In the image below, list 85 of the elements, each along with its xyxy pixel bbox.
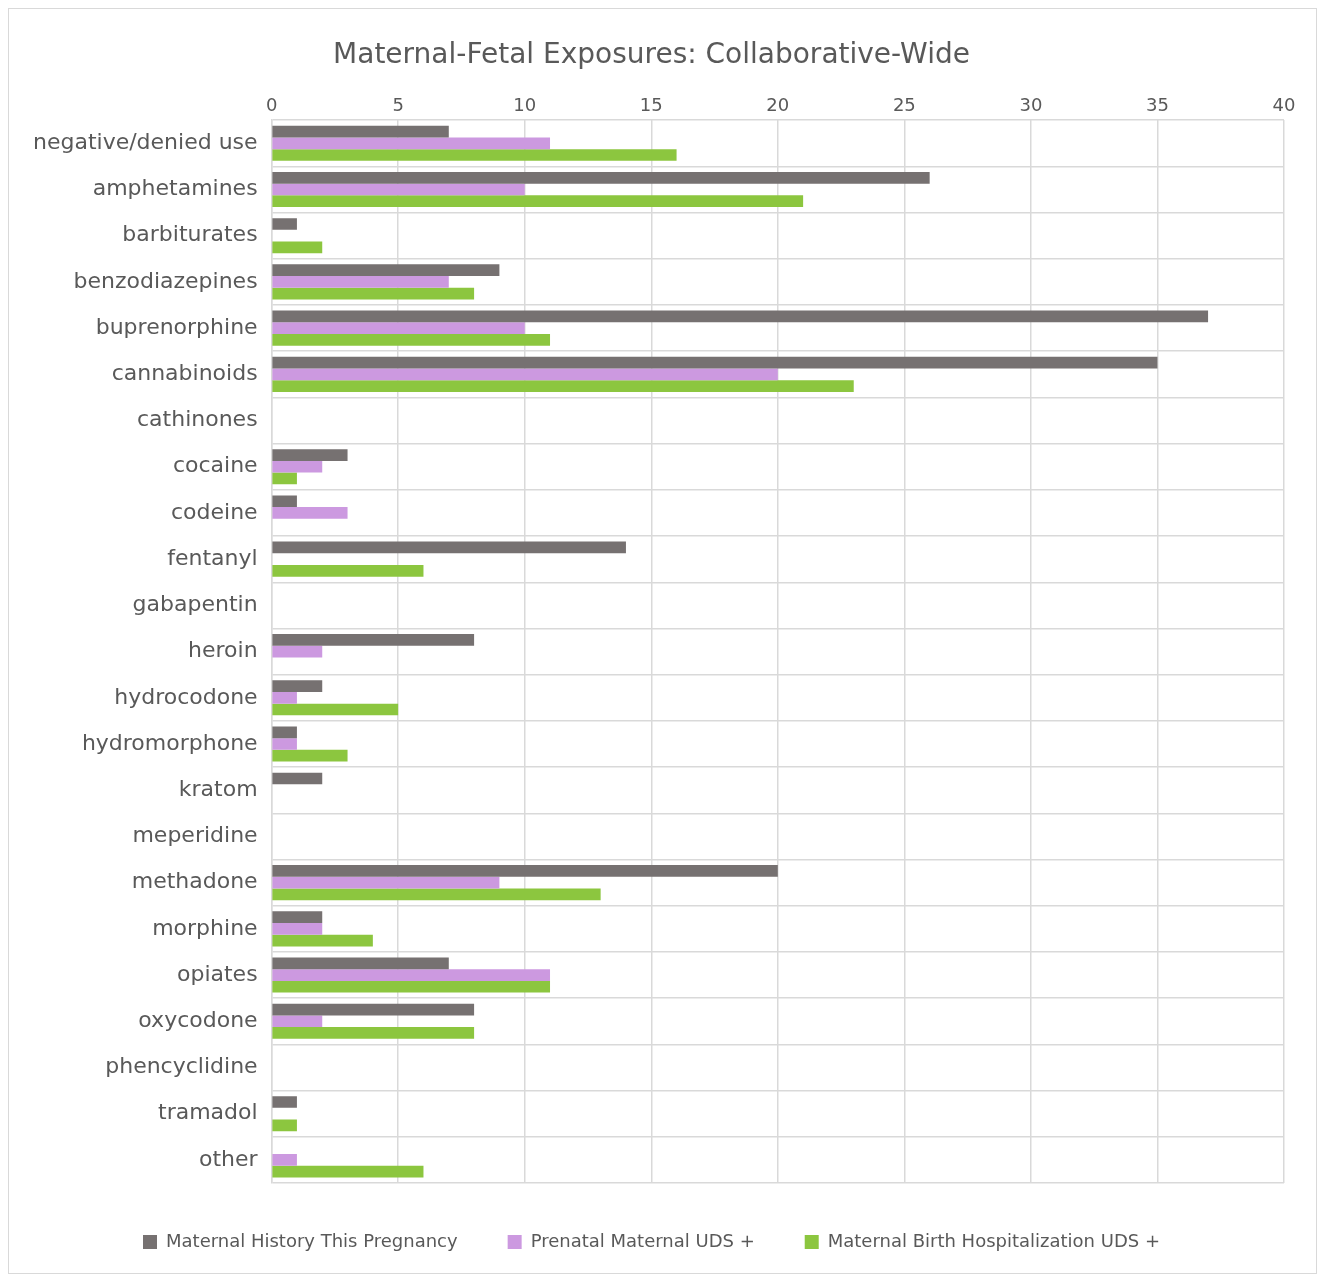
bar	[272, 1003, 475, 1016]
y-tick-label: oxycodone	[138, 1006, 258, 1032]
y-tick-label: tramadol	[158, 1099, 258, 1125]
x-tick-label: 5	[392, 94, 404, 116]
bar	[272, 969, 551, 981]
bar	[272, 380, 854, 392]
legend-label: Maternal History This Pregnancy	[166, 1229, 458, 1251]
bar	[272, 541, 626, 554]
bar	[272, 703, 399, 716]
bar	[272, 772, 323, 785]
y-tick-label: buprenorphine	[95, 313, 258, 339]
bar	[272, 287, 475, 300]
y-tick-label: opiates	[176, 960, 258, 986]
y-tick-label: methadone	[131, 868, 258, 894]
y-tick-label: negative/denied use	[32, 129, 258, 155]
bar	[272, 888, 601, 901]
x-tick-label: 0	[265, 94, 278, 116]
bar	[272, 876, 500, 889]
bar	[272, 957, 449, 970]
y-tick-label: phencyclidine	[105, 1053, 258, 1079]
y-tick-label: hydrocodone	[114, 683, 258, 709]
y-tick-label: amphetamines	[92, 175, 258, 201]
bar	[272, 911, 323, 923]
bar	[272, 356, 1158, 369]
y-tick-label: benzodiazepines	[73, 267, 258, 293]
bar	[272, 1119, 297, 1132]
bar	[272, 310, 1209, 323]
bar	[272, 565, 424, 577]
x-tick-label: 25	[892, 94, 916, 116]
bar	[272, 645, 323, 658]
bar	[272, 923, 323, 935]
x-tick-label: 10	[513, 94, 537, 116]
bar	[272, 149, 677, 161]
y-tick-label: cocaine	[172, 452, 258, 478]
x-tick-label: 20	[766, 94, 790, 116]
bar	[272, 691, 297, 704]
y-tick-label: kratom	[178, 775, 258, 801]
y-tick-label: fentanyl	[167, 544, 258, 570]
bar	[272, 264, 500, 277]
bar	[272, 1015, 323, 1028]
bar	[272, 980, 551, 993]
x-tick-label: 35	[1146, 94, 1169, 116]
x-tick-label: 30	[1019, 94, 1043, 116]
bar	[272, 195, 804, 208]
bar	[272, 634, 475, 646]
bar	[272, 507, 348, 519]
y-tick-label: other	[199, 1145, 259, 1171]
bar	[272, 460, 323, 473]
bar	[272, 241, 323, 254]
bar	[272, 749, 348, 762]
bar	[272, 1154, 297, 1166]
y-tick-label: gabapentin	[132, 591, 258, 617]
bar	[272, 1096, 297, 1108]
legend-label: Prenatal Maternal UDS +	[530, 1229, 755, 1251]
bar	[272, 738, 297, 750]
bar	[272, 449, 348, 461]
y-tick-label: cannabinoids	[111, 360, 258, 386]
x-tick-label: 40	[1272, 94, 1296, 116]
y-tick-label: cathinones	[137, 406, 258, 432]
bar	[272, 934, 373, 947]
y-tick-label: hydromorphone	[81, 729, 258, 755]
y-tick-label: heroin	[188, 637, 258, 663]
bar	[272, 333, 551, 346]
bar	[272, 183, 525, 196]
bar	[272, 865, 778, 877]
bar	[272, 472, 297, 485]
bar	[272, 680, 323, 692]
chart-title: Maternal-Fetal Exposures: Collaborative-Wide	[333, 37, 970, 71]
legend-label: Maternal Birth Hospitalization UDS +	[827, 1229, 1160, 1251]
bar	[272, 171, 930, 184]
bar	[272, 137, 551, 150]
bar	[272, 276, 449, 288]
bar	[272, 125, 449, 138]
y-tick-label: meperidine	[132, 822, 258, 848]
bar	[272, 1165, 424, 1178]
x-tick-label: 15	[639, 94, 663, 116]
y-tick-label: codeine	[170, 498, 258, 524]
bar	[272, 495, 297, 508]
bar	[272, 322, 525, 334]
bar	[272, 218, 297, 230]
bar	[272, 726, 297, 739]
y-tick-label: barbiturates	[122, 221, 258, 247]
bar	[272, 1027, 475, 1039]
y-tick-label: morphine	[152, 914, 258, 940]
bar	[272, 368, 778, 381]
